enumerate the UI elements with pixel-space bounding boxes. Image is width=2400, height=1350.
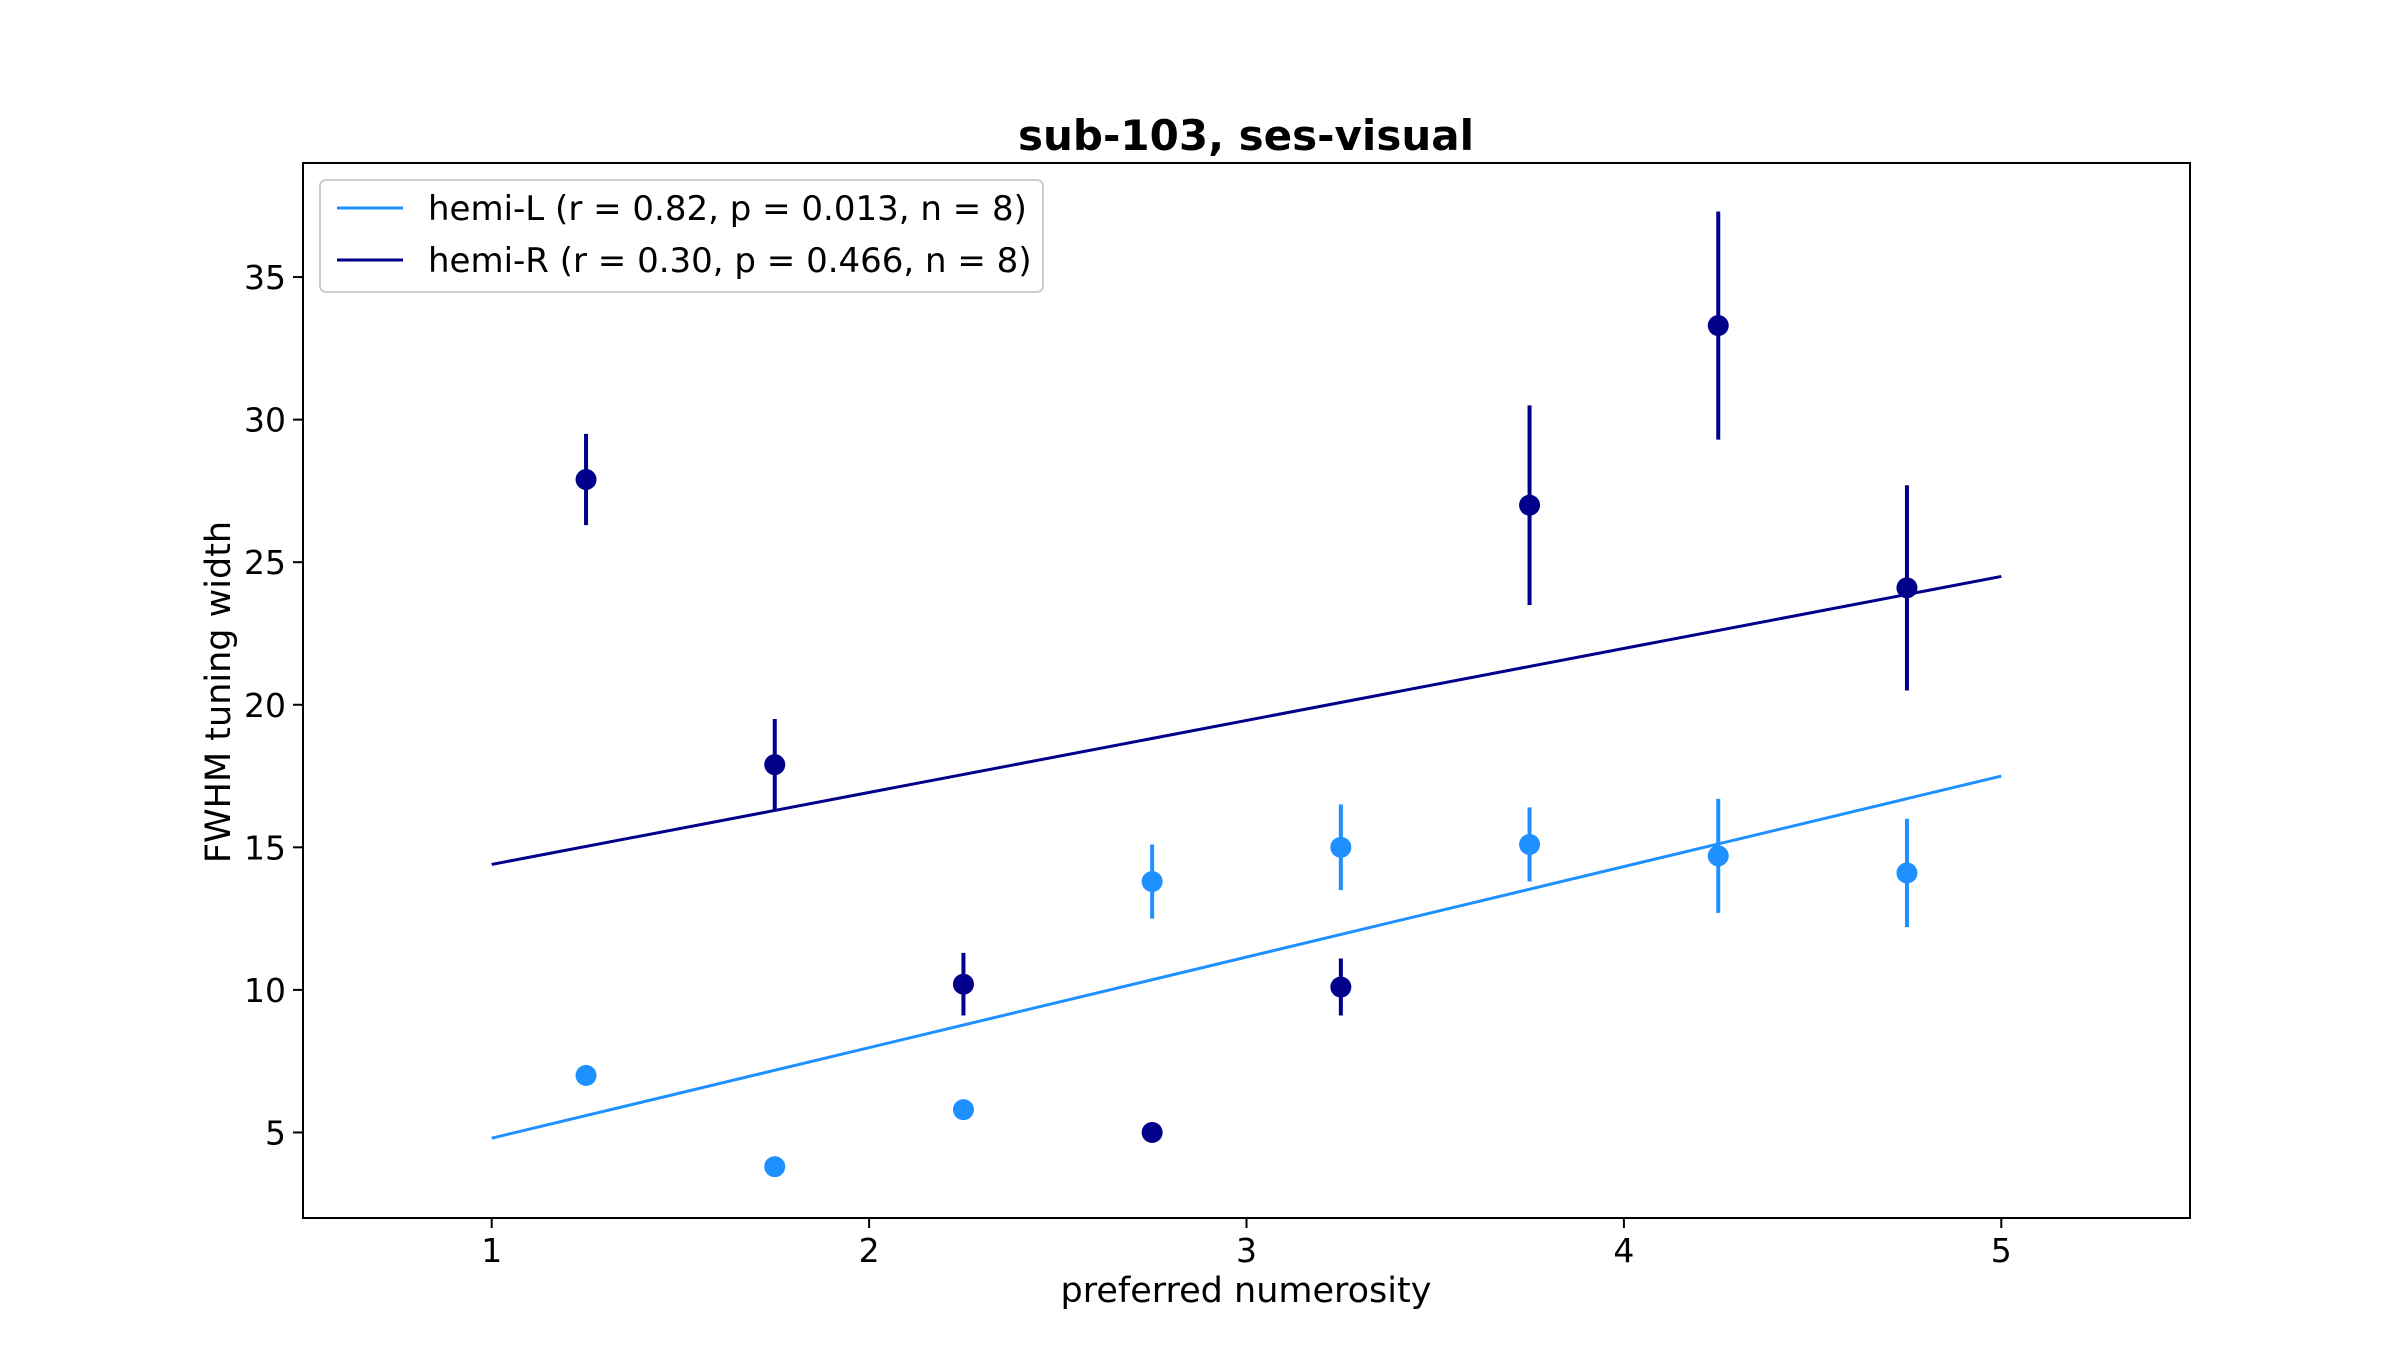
data-point xyxy=(1141,1121,1163,1143)
y-tick-label: 30 xyxy=(244,401,286,440)
x-tick-label: 5 xyxy=(1991,1231,2012,1270)
y-tick-label: 25 xyxy=(244,543,286,582)
data-point xyxy=(575,1064,597,1086)
data-point xyxy=(1330,976,1352,998)
x-axis-label: preferred numerosity xyxy=(1061,1271,1432,1311)
fit-line xyxy=(491,774,2002,1140)
series-hemi-r xyxy=(491,211,2002,1143)
x-tick-label: 4 xyxy=(1613,1231,1634,1270)
y-tick-label: 20 xyxy=(244,686,286,725)
fit-line xyxy=(491,574,2002,866)
legend-entry: hemi-L (r = 0.82, p = 0.013, n = 8) xyxy=(428,189,1027,229)
x-tick-label: 1 xyxy=(481,1231,502,1270)
y-axis-label: FWHM tuning width xyxy=(199,521,239,863)
data-point xyxy=(1141,871,1163,893)
data-point xyxy=(575,469,597,490)
legend-frame xyxy=(319,179,1044,293)
data-point xyxy=(764,754,786,776)
axes-frame xyxy=(302,162,2191,1219)
x-tick-label: 3 xyxy=(1236,1231,1257,1270)
data-point xyxy=(1330,836,1352,858)
data-point xyxy=(1707,315,1729,337)
data-point xyxy=(952,1099,974,1121)
y-tick-label: 15 xyxy=(244,828,286,867)
x-tick-label: 2 xyxy=(859,1231,880,1270)
y-tick-label: 35 xyxy=(244,258,286,297)
data-point xyxy=(1707,845,1729,867)
y-tick-label: 5 xyxy=(265,1113,286,1152)
plot-area xyxy=(491,211,2002,1178)
chart-title: sub-103, ses-visual xyxy=(1018,111,1474,160)
data-point xyxy=(1896,862,1918,884)
legend-entry: hemi-R (r = 0.30, p = 0.466, n = 8) xyxy=(428,241,1032,281)
data-point xyxy=(1896,577,1918,599)
legend: hemi-L (r = 0.82, p = 0.013, n = 8) hemi-… xyxy=(319,179,1044,293)
data-point xyxy=(952,973,974,995)
axes: 1 2 3 4 5 5 10 15 20 25 30 35 xyxy=(244,258,2012,1270)
y-tick-label: 10 xyxy=(244,971,286,1010)
data-point xyxy=(1519,494,1541,516)
data-point xyxy=(1519,833,1541,855)
data-point xyxy=(764,1156,786,1178)
series-hemi-l xyxy=(491,774,2002,1178)
